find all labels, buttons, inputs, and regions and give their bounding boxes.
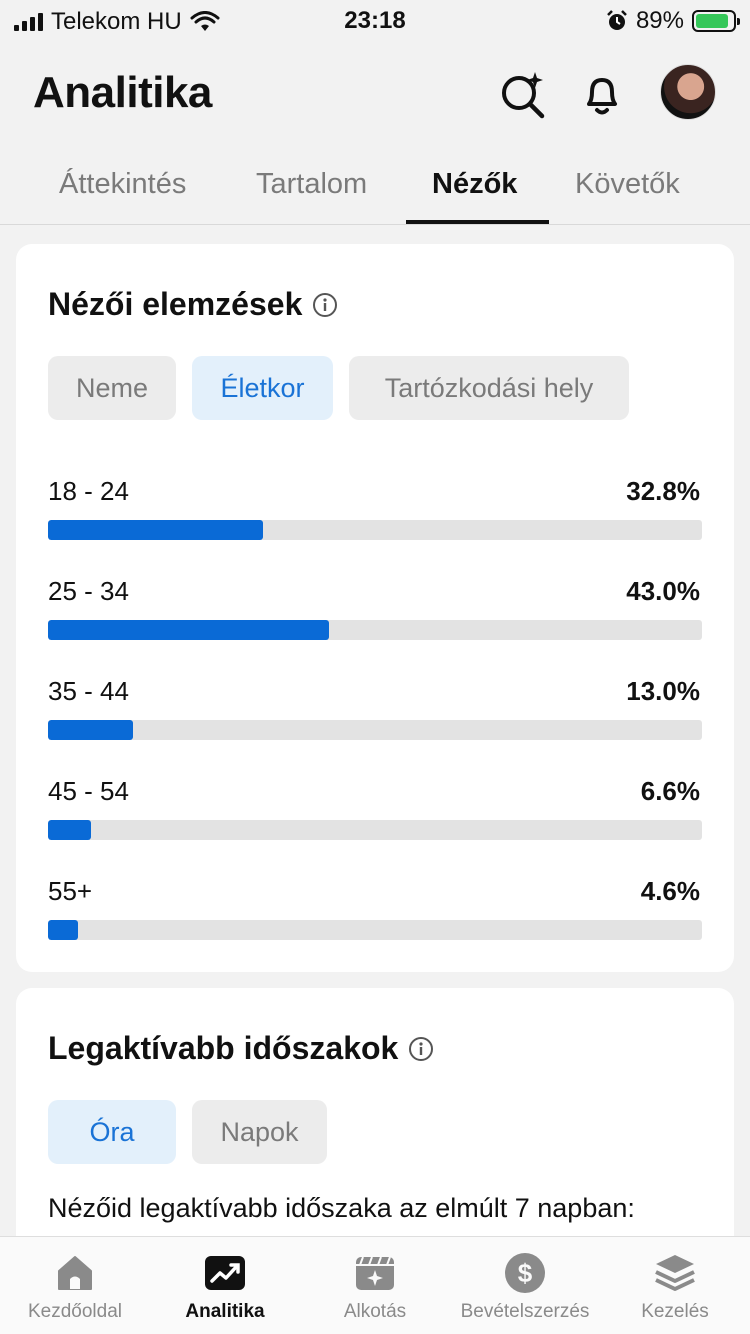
nav-analytics-label: Analitika — [185, 1301, 265, 1322]
signal-icon — [14, 13, 43, 31]
age-bar-track — [48, 720, 702, 740]
age-row-value: 6.6% — [640, 776, 700, 806]
age-row-label: 25 - 34 — [48, 576, 129, 606]
nav-monetization[interactable]: $ Bevételszerzés — [450, 1237, 600, 1334]
nav-create-label: Alkotás — [343, 1301, 407, 1322]
age-bar-fill — [48, 620, 330, 640]
age-bar-fill — [48, 520, 263, 540]
age-bar-track — [48, 820, 702, 840]
age-bar-fill — [48, 820, 92, 840]
nav-monetization-label: Bevételszerzés — [460, 1301, 590, 1322]
filter-age-chip[interactable]: Életkor — [192, 356, 333, 420]
age-row-value: 4.6% — [640, 876, 700, 906]
info-icon[interactable] — [312, 292, 338, 318]
age-bar-fill — [48, 720, 134, 740]
bottom-nav: Kezdőoldal Analitika Alkotás $ Bevételsz… — [0, 1236, 750, 1334]
nav-manage-label: Kezelés — [641, 1301, 709, 1322]
age-row-value: 32.8% — [626, 476, 700, 506]
tab-bar: Áttekintés Tartalom Nézők Követők — [0, 150, 750, 225]
age-row-label: 45 - 54 — [48, 776, 129, 806]
age-bar-fill — [48, 920, 79, 940]
filter-gender-chip[interactable]: Neme — [48, 356, 176, 420]
battery-percent: 89% — [635, 7, 684, 34]
nav-manage[interactable]: Kezelés — [600, 1237, 750, 1334]
viewer-insights-title-text: Nézői elemzések — [48, 286, 303, 322]
alarm-icon — [607, 10, 627, 30]
age-bar-track — [48, 620, 702, 640]
home-icon — [58, 1256, 92, 1290]
nav-home[interactable]: Kezdőoldal — [0, 1237, 150, 1334]
wifi-icon — [190, 11, 220, 31]
tab-content[interactable]: Tartalom — [256, 168, 368, 200]
sparkle-search-icon[interactable] — [497, 68, 549, 120]
layers-icon — [655, 1255, 695, 1291]
status-time: 23:18 — [344, 7, 406, 34]
age-bar-track — [48, 520, 702, 540]
status-left: Telekom HU — [14, 8, 220, 36]
age-row-label: 35 - 44 — [48, 676, 129, 706]
avatar[interactable] — [660, 64, 716, 120]
viewer-insights-card: Nézői elemzések Neme Életkor Tartózkodás… — [16, 244, 734, 972]
create-icon — [356, 1256, 394, 1290]
info-icon[interactable] — [408, 1036, 434, 1062]
age-row-label: 18 - 24 — [48, 476, 129, 506]
analytics-icon — [205, 1256, 245, 1290]
filter-hour-chip[interactable]: Óra — [48, 1100, 176, 1164]
active-times-title-text: Legaktívabb időszakok — [48, 1030, 399, 1066]
tab-overview[interactable]: Áttekintés — [59, 168, 187, 200]
active-times-title: Legaktívabb időszakok — [48, 1030, 434, 1067]
header: Analitika — [0, 50, 750, 140]
nav-analytics[interactable]: Analitika — [150, 1237, 300, 1334]
active-times-summary: Nézőid legaktívabb időszaka az elmúlt 7 … — [48, 1193, 635, 1223]
age-row-value: 13.0% — [626, 676, 700, 706]
filter-days-chip[interactable]: Napok — [192, 1100, 327, 1164]
nav-create[interactable]: Alkotás — [300, 1237, 450, 1334]
viewer-insights-title: Nézői elemzések — [48, 286, 338, 323]
age-bar-track — [48, 920, 702, 940]
tab-followers[interactable]: Követők — [575, 168, 680, 200]
svg-text:$: $ — [518, 1258, 533, 1288]
carrier-label: Telekom HU — [51, 8, 182, 35]
bell-icon[interactable] — [576, 68, 628, 120]
status-bar: Telekom HU 23:18 89% — [0, 0, 750, 42]
active-tab-indicator — [406, 220, 549, 224]
battery-icon — [692, 10, 740, 32]
dollar-icon: $ — [505, 1253, 545, 1293]
age-row-value: 43.0% — [626, 576, 700, 606]
filter-location-chip[interactable]: Tartózkodási hely — [349, 356, 629, 420]
nav-home-label: Kezdőoldal — [27, 1301, 123, 1322]
page-title: Analitika — [33, 68, 212, 117]
status-right: 89% — [606, 7, 740, 35]
tab-viewers[interactable]: Nézők — [432, 168, 518, 200]
age-row-label: 55+ — [48, 876, 93, 906]
